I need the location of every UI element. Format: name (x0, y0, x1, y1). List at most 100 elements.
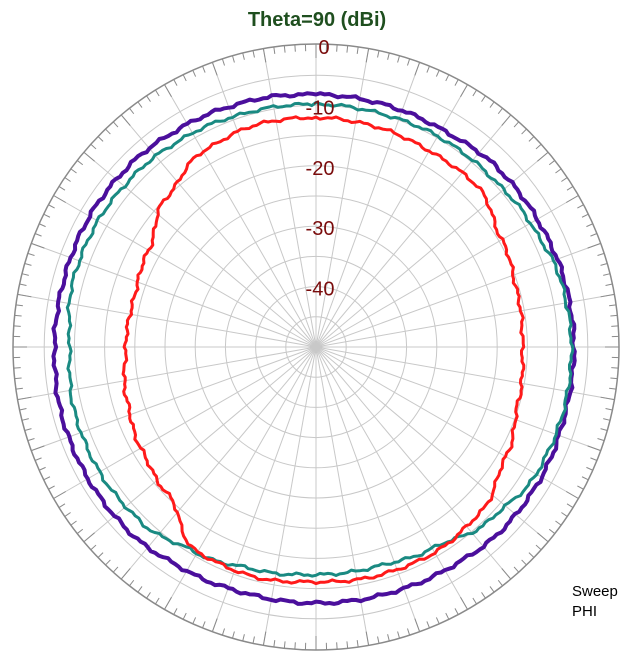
angle-tick (566, 186, 574, 191)
angle-tick (252, 636, 255, 644)
angle-tick (192, 617, 197, 625)
angle-tick (513, 566, 520, 573)
angle-tick (435, 617, 440, 625)
angle-tick (548, 160, 556, 166)
angle-tick (173, 608, 178, 615)
angle-tick (21, 273, 29, 276)
ring-label: 0 (318, 37, 329, 59)
angle-tick (577, 204, 584, 209)
angle-tick (19, 283, 27, 286)
angle-tick (164, 597, 172, 610)
angle-tick (609, 304, 617, 307)
angle-tick (15, 304, 23, 307)
angle-tick (535, 143, 542, 150)
angle-tick (586, 466, 594, 471)
angle-tick (283, 45, 286, 53)
angle-tick (356, 46, 359, 54)
grid-ring (285, 316, 347, 378)
angle-tick (105, 559, 111, 566)
angle-tick (426, 65, 430, 73)
angle-tick (377, 636, 380, 644)
angle-tick (387, 52, 390, 60)
angle-tick (24, 263, 32, 266)
angle-tick (43, 476, 51, 481)
angle-tick (548, 528, 556, 534)
angle-tick (609, 387, 617, 390)
angle-tick (497, 107, 503, 115)
angle-tick (53, 491, 66, 499)
grid-ring (164, 195, 468, 499)
angle-tick (600, 396, 615, 401)
angle-tick (164, 84, 172, 97)
angle-tick (489, 586, 495, 593)
angle-tick (182, 612, 187, 620)
angle-tick (221, 628, 226, 636)
chart-title: Theta=90 (dBi) (248, 9, 386, 31)
angle-tick (31, 242, 45, 249)
angle-tick (232, 55, 235, 63)
series-line-3 (121, 115, 526, 586)
angle-tick (83, 151, 95, 162)
ring-label: -40 (306, 279, 335, 301)
angle-tick (262, 48, 267, 63)
angle-tick (445, 612, 450, 620)
angle-tick (356, 640, 359, 648)
angle-tick (137, 101, 143, 108)
sweep-label: Sweep (572, 583, 618, 600)
angle-tick (435, 69, 440, 77)
angle-tick (481, 592, 486, 599)
angle-tick (70, 520, 77, 526)
angle-tick (24, 428, 32, 431)
angle-tick (232, 631, 235, 639)
angle-tick (445, 74, 450, 82)
angle-tick (112, 121, 119, 128)
angle-tick (600, 428, 608, 431)
angle-tick (146, 95, 151, 102)
angle-tick (597, 252, 605, 257)
angle-tick (590, 233, 598, 237)
angle-tick (454, 79, 459, 86)
angle-tick (521, 559, 527, 566)
angle-tick (610, 314, 618, 317)
angle-tick (581, 476, 589, 481)
angle-tick (105, 128, 111, 135)
polar-grid (12, 43, 620, 651)
angle-tick (76, 160, 84, 166)
angle-tick (27, 252, 35, 257)
angle-tick (90, 143, 97, 150)
angle-tick (397, 55, 400, 63)
angle-tick (460, 597, 468, 610)
angle-tick (58, 503, 66, 508)
angle-tick (129, 579, 135, 587)
angle-tick (603, 418, 611, 421)
angle-tick (221, 58, 226, 66)
angle-tick (15, 387, 23, 390)
angle-tick (64, 177, 71, 182)
angle-tick (513, 121, 520, 128)
angle-tick (497, 579, 503, 587)
ring-label: -10 (306, 97, 335, 119)
angle-tick (365, 48, 370, 63)
angle-tick (155, 597, 160, 605)
angle-tick (146, 592, 151, 599)
angle-tick (242, 634, 245, 642)
angle-tick (38, 466, 46, 471)
angle-tick (489, 101, 495, 108)
angle-tick (58, 186, 66, 191)
angle-tick (481, 95, 486, 102)
angle-tick (566, 491, 579, 499)
angle-tick (34, 457, 42, 461)
angle-tick (90, 544, 97, 551)
ring-label: -20 (306, 158, 335, 180)
angle-tick (597, 437, 605, 442)
angle-tick (346, 641, 349, 649)
angle-tick (48, 204, 55, 209)
angle-tick (242, 52, 245, 60)
angle-tick (587, 242, 601, 249)
grid-ring (224, 255, 408, 439)
angle-tick (603, 273, 611, 276)
grid-ring (73, 104, 559, 590)
angle-tick (346, 45, 349, 53)
ring-labels: 0 -10 -20 -30 -40 (306, 37, 335, 301)
